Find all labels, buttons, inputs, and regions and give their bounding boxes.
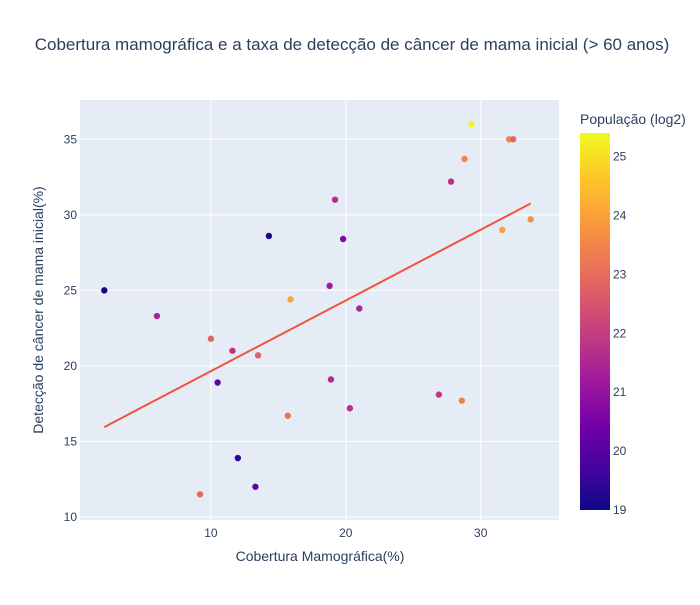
y-tick-label: 35 (64, 132, 78, 146)
colorbar-tick-label: 20 (613, 444, 627, 458)
x-tick-label: 20 (339, 526, 353, 540)
colorbar-tick-labels: 19 20 21 22 23 24 25 (613, 150, 627, 517)
data-point (435, 391, 443, 398)
data-point (331, 196, 339, 203)
colorbar-title: População (log2) (580, 111, 686, 127)
colorbar-tick-label: 21 (613, 385, 627, 399)
colorbar-tick-label: 25 (613, 150, 627, 164)
data-point (509, 136, 517, 143)
data-point (327, 376, 335, 383)
trendline (103, 202, 532, 428)
data-point (196, 491, 204, 498)
colorbar-tick-label: 23 (613, 267, 627, 281)
data-point (252, 483, 259, 490)
x-axis-label: Cobertura Mamográfica(%) (236, 548, 405, 564)
data-point (339, 235, 347, 243)
data-point (499, 226, 506, 234)
y-tick-label: 25 (64, 283, 78, 297)
grid-lines (80, 100, 559, 520)
data-point (326, 282, 333, 290)
data-point (214, 379, 221, 386)
colorbar (580, 133, 610, 510)
data-point (461, 155, 468, 163)
data-point (458, 397, 466, 404)
data-point (468, 120, 475, 128)
data-points (101, 120, 534, 498)
x-tick-label: 30 (474, 526, 488, 540)
plot-background (80, 100, 559, 520)
y-tick-labels: 10 15 20 25 30 35 (64, 132, 78, 524)
data-point (356, 305, 363, 312)
data-point (527, 216, 534, 223)
data-point (265, 232, 273, 240)
chart-title: Cobertura mamográfica e a taxa de detecç… (35, 35, 670, 54)
y-tick-label: 20 (64, 359, 78, 373)
data-point (287, 296, 294, 303)
y-tick-label: 15 (64, 434, 78, 448)
colorbar-tick-label: 24 (613, 208, 627, 222)
colorbar-tick-label: 19 (613, 503, 627, 517)
x-tick-label: 10 (204, 526, 218, 540)
data-point (234, 454, 242, 462)
data-point (284, 412, 291, 419)
data-point (254, 352, 262, 359)
y-tick-label: 10 (64, 510, 78, 524)
data-point (447, 178, 455, 185)
y-axis-label: Detecção de câncer de mama inicial(%) (30, 186, 46, 433)
trendline-group (103, 202, 532, 428)
y-tick-label: 30 (64, 208, 78, 222)
data-point (153, 312, 161, 320)
data-point (101, 287, 108, 294)
x-tick-labels: 10 20 30 (204, 526, 488, 540)
data-point (346, 405, 354, 412)
data-point (229, 347, 236, 354)
colorbar-tick-label: 22 (613, 326, 627, 340)
data-point (207, 335, 215, 342)
